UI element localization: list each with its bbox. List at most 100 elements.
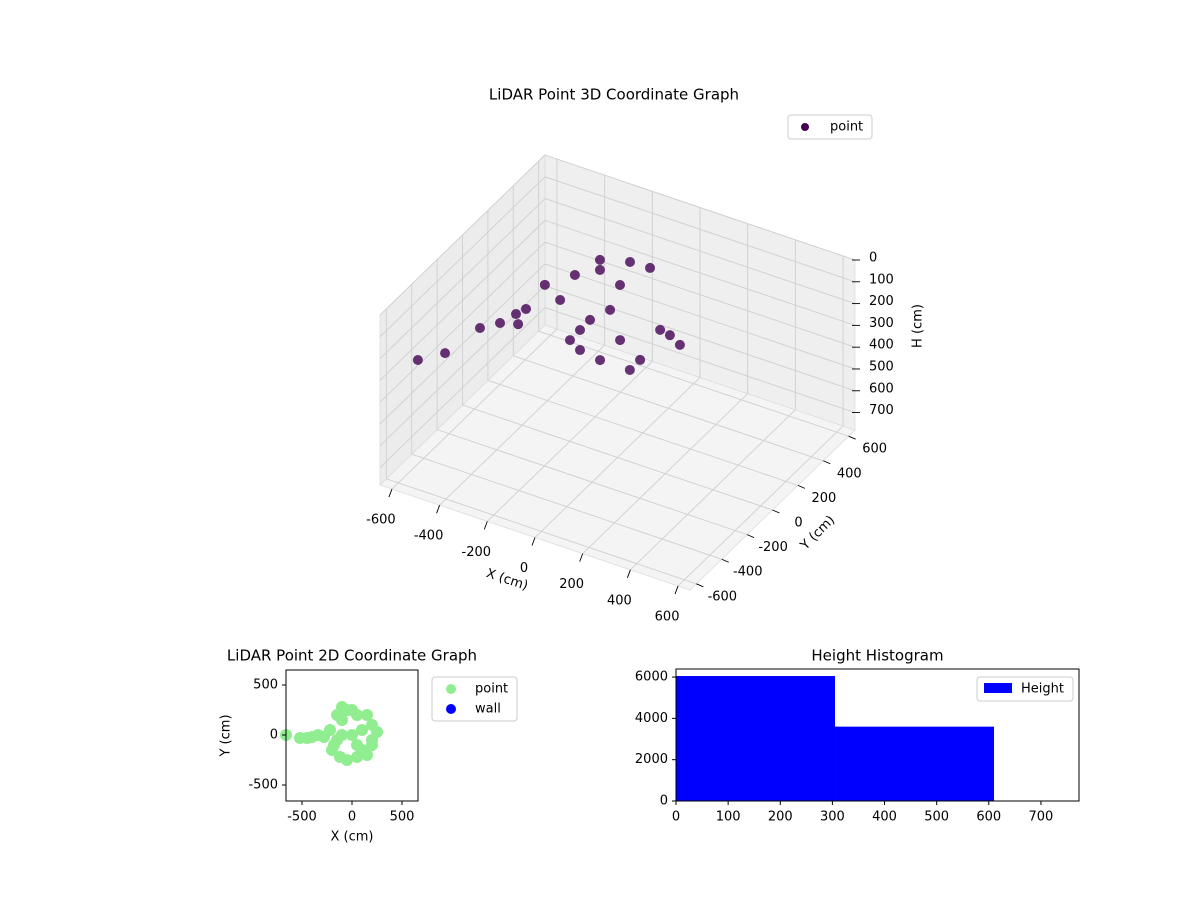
z-tick-label: 200 <box>869 294 894 309</box>
data-point <box>575 324 586 335</box>
data-point <box>351 709 363 721</box>
tick-mark <box>823 460 831 465</box>
data-point <box>655 324 666 335</box>
tick-mark <box>436 505 441 514</box>
data-point <box>615 335 626 346</box>
data-point <box>575 345 586 356</box>
grid-line <box>544 285 856 392</box>
data-point <box>336 714 348 726</box>
x-tick-label: 100 <box>716 810 741 825</box>
tick-mark <box>531 537 536 546</box>
y-tick-label: -400 <box>733 565 763 580</box>
data-point <box>356 724 368 736</box>
legend-marker <box>446 704 456 714</box>
data-point <box>664 330 675 341</box>
y-tick-label: 600 <box>862 442 887 457</box>
y-tick-label: 400 <box>837 466 862 481</box>
grid-line <box>379 154 546 316</box>
x-tick-label: 300 <box>820 810 845 825</box>
tick-mark <box>848 435 856 440</box>
y-tick-label: -600 <box>708 589 738 604</box>
grid-line <box>538 330 849 437</box>
data-point <box>624 364 635 375</box>
z-tick-label: 300 <box>869 316 894 331</box>
data-point <box>595 355 606 366</box>
chart-title: LiDAR Point 2D Coordinate Graph <box>227 647 477 665</box>
data-point <box>605 304 616 315</box>
grid-line <box>544 198 856 305</box>
data-point <box>346 729 358 741</box>
data-point <box>635 354 646 365</box>
grid-line <box>544 176 856 283</box>
y-axis-label: Y (cm) <box>797 513 838 554</box>
x-tick-label: -600 <box>366 513 396 528</box>
grid-line <box>379 307 546 468</box>
data-point <box>366 734 378 746</box>
data-point <box>440 348 451 359</box>
data-point <box>412 355 423 366</box>
chart-title: Height Histogram <box>811 647 943 665</box>
legend-marker <box>984 683 1012 693</box>
data-point <box>645 262 656 273</box>
z-tick-label: 600 <box>869 381 894 396</box>
z-tick-label: 100 <box>869 272 894 287</box>
z-axis-label: H (cm) <box>911 304 926 348</box>
y-tick-label: 200 <box>811 491 836 506</box>
grid-line <box>379 241 546 403</box>
legend-marker <box>446 684 456 694</box>
grid-line <box>379 198 546 359</box>
data-point <box>474 323 485 334</box>
data-point <box>331 734 343 746</box>
legend-label: wall <box>475 702 501 717</box>
data-point <box>594 264 605 275</box>
tick-mark <box>626 569 631 578</box>
x-tick-label: 400 <box>607 593 632 608</box>
tick-mark <box>483 521 488 530</box>
data-point <box>569 269 580 280</box>
tick-mark <box>579 553 584 562</box>
tick-mark <box>746 534 755 539</box>
tick-mark <box>696 583 704 588</box>
x-tick-label: 0 <box>672 810 680 825</box>
tick-mark <box>388 488 393 498</box>
x-tick-label: 600 <box>655 609 680 624</box>
data-point <box>356 744 368 756</box>
chart-title: LiDAR Point 3D Coordinate Graph <box>489 86 739 104</box>
grid-line <box>379 263 546 425</box>
grid-line <box>379 176 546 338</box>
legend-box <box>787 114 873 140</box>
grid-line <box>544 263 856 370</box>
data-point <box>625 257 636 268</box>
data-point <box>521 303 532 314</box>
x-tick-label: -500 <box>287 810 317 825</box>
x-tick-label: 600 <box>976 810 1001 825</box>
z-tick-label: 700 <box>869 403 894 418</box>
data-point <box>585 314 596 325</box>
x-tick-label: 0 <box>520 561 528 576</box>
tick-mark <box>797 484 806 489</box>
grid-line <box>544 307 856 413</box>
y-tick-label: 4000 <box>635 711 668 726</box>
grid-line <box>544 154 856 261</box>
legend-label: point <box>830 120 863 135</box>
x-tick-label: 200 <box>768 810 793 825</box>
legend-label: point <box>475 682 508 697</box>
x-axis-label: X (cm) <box>331 830 374 845</box>
data-point <box>564 335 575 346</box>
data-point <box>539 279 550 290</box>
x-tick-label: 700 <box>1029 810 1054 825</box>
legend-label: Height <box>1021 682 1064 697</box>
tick-mark <box>674 585 679 595</box>
data-point <box>495 318 506 329</box>
x-tick-label: 200 <box>559 577 584 592</box>
tick-mark <box>772 509 780 514</box>
data-point <box>513 319 524 330</box>
bar <box>835 726 995 801</box>
data-point <box>510 309 521 320</box>
data-point <box>324 724 336 736</box>
plot-frame <box>675 668 1080 802</box>
z-tick-label: 0 <box>869 251 877 266</box>
y-tick-label: 0 <box>794 516 802 531</box>
x-tick-label: 500 <box>390 810 415 825</box>
